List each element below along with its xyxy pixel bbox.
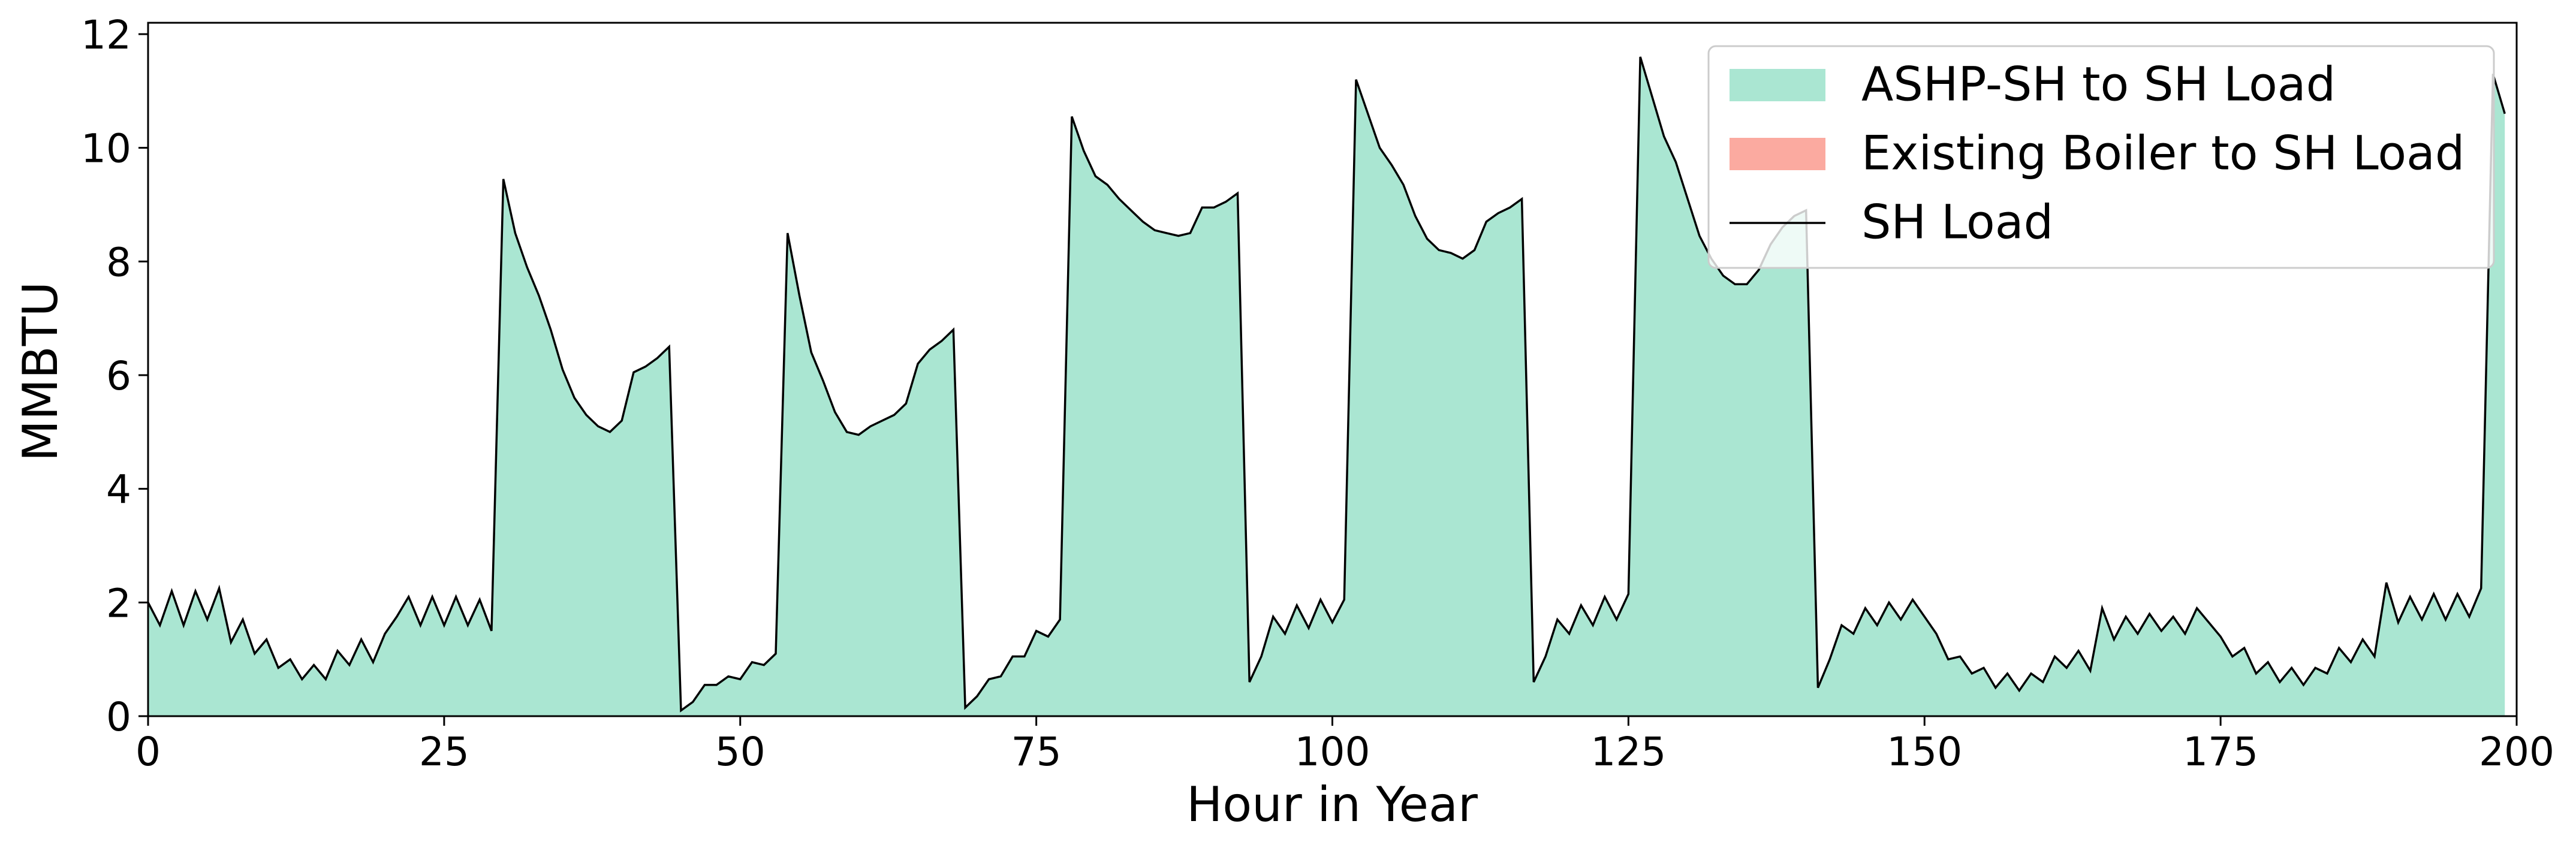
x-tick-label: 0 (135, 729, 161, 775)
legend-swatch (1730, 138, 1825, 170)
x-tick-label: 200 (2479, 729, 2554, 775)
y-axis-label: MMBTU (13, 282, 68, 461)
legend-label: SH Load (1861, 195, 2053, 249)
x-tick-label: 100 (1295, 729, 1370, 775)
area (148, 56, 2505, 717)
y-tick-label: 8 (106, 239, 131, 285)
legend-label: Existing Boiler to SH Load (1861, 126, 2464, 180)
x-tick-label: 175 (2183, 729, 2258, 775)
x-tick-label: 125 (1590, 729, 1666, 775)
y-tick-label: 2 (106, 580, 131, 626)
line (147, 56, 2506, 713)
y-tick-label: 10 (81, 126, 131, 172)
x-tick-label: 75 (1011, 729, 1062, 775)
x-tick-label: 25 (419, 729, 469, 775)
x-axis-label: Hour in Year (1186, 777, 1478, 832)
legend-label: ASHP-SH to SH Load (1861, 58, 2336, 111)
y-tick-label: 12 (81, 12, 131, 58)
y-tick-label: 0 (106, 694, 131, 740)
y-tick-label: 6 (106, 353, 131, 399)
legend-box (1707, 45, 2495, 269)
legend-swatch (1730, 69, 1825, 101)
x-tick-label: 50 (715, 729, 766, 775)
x-tick-label: 150 (1887, 729, 1962, 775)
y-tick-label: 4 (106, 467, 131, 513)
